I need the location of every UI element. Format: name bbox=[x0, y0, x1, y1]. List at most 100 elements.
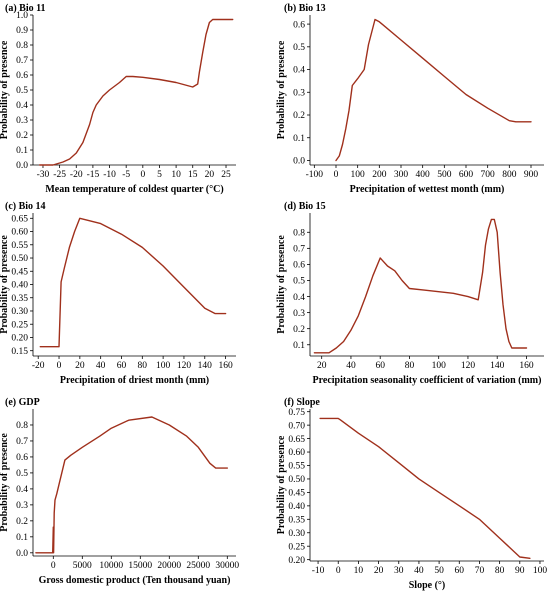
y-tick-label: 0.45 bbox=[11, 267, 28, 277]
y-tick-label: 0.2 bbox=[16, 517, 28, 527]
x-tick-label: -5 bbox=[122, 170, 130, 180]
y-axis-label: Probability of presence bbox=[0, 235, 10, 334]
y-tick-label: 0.65 bbox=[288, 435, 305, 445]
y-tick-label: 0.5 bbox=[16, 86, 28, 96]
x-tick-label: 40 bbox=[346, 361, 356, 371]
x-tick-label: 60 bbox=[117, 361, 127, 371]
panel-a: -30 -25 -20 -15 -10 -5 0 5 10 15 20 25 0.0 0.1 0.2 0.3 0… bbox=[0, 3, 236, 195]
x-tick-label: 600 bbox=[459, 170, 474, 180]
x-tick-label: 100 bbox=[156, 361, 171, 371]
y-tick-label: 0.60 bbox=[288, 448, 305, 458]
y-tick-label: 0.45 bbox=[288, 489, 305, 499]
x-tick-label: -20 bbox=[32, 361, 45, 371]
x-tick-label: 5 bbox=[157, 170, 162, 180]
response-curve bbox=[39, 18, 234, 166]
y-tick-label: 0.55 bbox=[11, 241, 28, 251]
x-tick-label: 0 bbox=[51, 561, 56, 571]
y-tick-label: 0.2 bbox=[16, 131, 28, 141]
x-tick-label: 25 bbox=[221, 170, 231, 180]
x-tick-label: 60 bbox=[455, 566, 465, 576]
x-tick-label: 80 bbox=[138, 361, 148, 371]
x-tick-label: 400 bbox=[416, 170, 431, 180]
y-tick-label: 0.15 bbox=[11, 347, 28, 357]
y-tick-label: 0.75 bbox=[288, 408, 305, 418]
x-tick-label: 140 bbox=[198, 361, 213, 371]
x-tick-label: 700 bbox=[481, 170, 496, 180]
y-tick-label: 0.55 bbox=[288, 462, 305, 472]
y-tick-label: 0.6 bbox=[293, 20, 305, 30]
x-tick-label: 100 bbox=[351, 170, 366, 180]
y-tick-label: 0.6 bbox=[16, 71, 28, 81]
y-tick-label: 0.6 bbox=[293, 261, 305, 271]
y-tick-label: 0.20 bbox=[11, 334, 28, 344]
x-tick-label: 40 bbox=[414, 566, 424, 576]
y-axis-label: Probability of presence bbox=[0, 433, 10, 532]
panel-title: (e) GDP bbox=[5, 397, 40, 408]
x-tick-label: 30000 bbox=[215, 561, 239, 571]
x-tick-label: 10000 bbox=[99, 561, 123, 571]
x-axis-label: Mean temperature of coldest quarter (°C) bbox=[45, 184, 223, 195]
x-tick-label: 20 bbox=[205, 170, 215, 180]
y-tick-label: 0.5 bbox=[293, 43, 305, 53]
x-tick-label: 90 bbox=[515, 566, 525, 576]
y-tick-label: 0.5 bbox=[16, 469, 28, 479]
y-tick-label: 0.30 bbox=[288, 529, 305, 539]
x-tick-label: -10 bbox=[103, 170, 116, 180]
x-tick-label: -10 bbox=[312, 566, 325, 576]
response-curve bbox=[35, 416, 229, 554]
x-axis-label: Precipitation seasonality coefficient of… bbox=[313, 375, 542, 386]
panel-title: (b) Bio 13 bbox=[284, 3, 326, 14]
y-tick-label: 0.4 bbox=[293, 293, 305, 303]
response-curve bbox=[313, 218, 528, 354]
y-axis-label: Probability of presence bbox=[0, 40, 10, 139]
response-curve bbox=[319, 417, 531, 559]
panel-d: 20 40 60 80 100 120 140 160 0.1 0.2 0.3 0.4 0.5 0.6 0.… bbox=[276, 201, 544, 386]
y-tick-label: 0.3 bbox=[293, 88, 305, 98]
x-axis-label: Gross domestic product (Ten thousand yua… bbox=[39, 575, 231, 586]
y-tick-label: 0.7 bbox=[16, 437, 28, 447]
y-tick-label: 0.8 bbox=[293, 228, 305, 238]
y-axis-label: Probability of presence bbox=[276, 435, 287, 534]
y-tick-label: 0.4 bbox=[16, 101, 28, 111]
y-tick-label: 0.9 bbox=[16, 26, 28, 36]
y-tick-label: 0.0 bbox=[16, 549, 28, 559]
x-tick-label: 50 bbox=[434, 566, 444, 576]
y-tick-label: 0.40 bbox=[288, 502, 305, 512]
y-tick-label: 0.3 bbox=[293, 309, 305, 319]
panel-f: -10 0 10 20 30 40 50 60 70 80 90 100 0.20 0.25 0.30 0.3… bbox=[276, 397, 547, 591]
panel-e: 0 5000 10000 15000 20000 25000 30000 0.0 0.1 0.2 0… bbox=[0, 397, 239, 586]
panel-title: (f) Slope bbox=[284, 397, 320, 408]
x-tick-label: 300 bbox=[394, 170, 409, 180]
panel-title: (d) Bio 15 bbox=[284, 201, 326, 212]
x-tick-label: 80 bbox=[495, 566, 505, 576]
y-tick-label: 0.25 bbox=[288, 542, 305, 552]
x-tick-label: 100 bbox=[432, 361, 447, 371]
x-tick-label: 30 bbox=[394, 566, 404, 576]
x-tick-label: 160 bbox=[519, 361, 534, 371]
panel-b: -100 0 100 200 300 400 500 600 700 800 900 0.0 0.1 0.… bbox=[276, 3, 544, 195]
x-tick-label: -15 bbox=[87, 170, 100, 180]
x-tick-label: 15 bbox=[188, 170, 198, 180]
x-tick-label: 20 bbox=[75, 361, 85, 371]
x-tick-label: 0 bbox=[140, 170, 145, 180]
y-tick-label: 0.20 bbox=[288, 556, 305, 566]
x-tick-label: 160 bbox=[218, 361, 233, 371]
x-tick-label: 20000 bbox=[157, 561, 181, 571]
x-tick-label: 120 bbox=[461, 361, 476, 371]
y-tick-label: 0.2 bbox=[293, 325, 305, 335]
x-tick-label: 0 bbox=[334, 170, 339, 180]
y-tick-label: 0.3 bbox=[16, 501, 28, 511]
y-tick-label: 0.7 bbox=[16, 56, 28, 66]
y-tick-label: 0.4 bbox=[293, 66, 305, 76]
x-tick-label: 15000 bbox=[128, 561, 152, 571]
y-tick-label: 0.4 bbox=[16, 485, 28, 495]
x-tick-label: 140 bbox=[490, 361, 505, 371]
y-tick-label: 1.0 bbox=[16, 11, 28, 21]
x-tick-label: 900 bbox=[524, 170, 539, 180]
panel-c: -20 0 20 40 60 80 100 120 140 160 0.15 0.20 0.25 0.30… bbox=[0, 201, 236, 386]
y-tick-label: 0.1 bbox=[16, 533, 28, 543]
y-tick-label: 0.35 bbox=[11, 294, 28, 304]
x-tick-label: 20 bbox=[317, 361, 327, 371]
y-tick-label: 0.25 bbox=[11, 320, 28, 330]
